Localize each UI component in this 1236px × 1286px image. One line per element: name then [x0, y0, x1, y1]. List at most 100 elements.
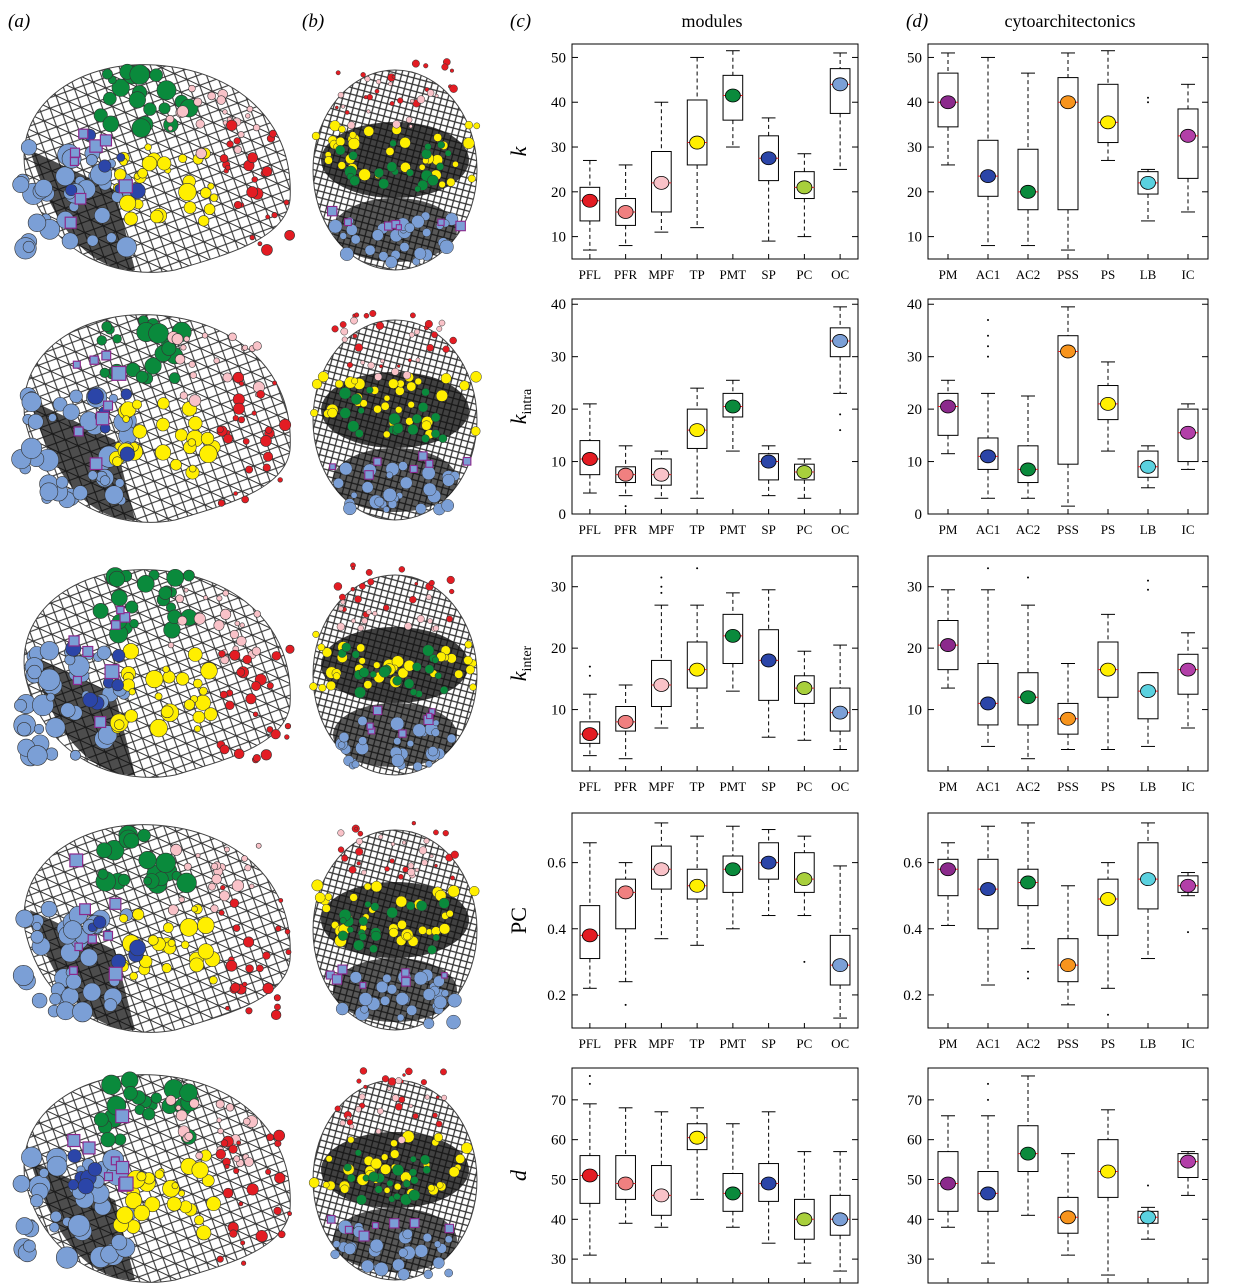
median-marker: [760, 454, 777, 469]
network-node: [272, 380, 278, 386]
hub-node: [119, 1176, 134, 1191]
network-node: [392, 675, 403, 686]
network-node: [448, 1166, 460, 1178]
network-node: [154, 1169, 165, 1180]
y-tick-label: 10: [551, 703, 566, 719]
network-posterior-row0: [311, 58, 481, 271]
y-tick-label: 20: [551, 402, 566, 418]
network-node: [332, 672, 341, 680]
network-node: [148, 323, 169, 344]
category-label: LB: [1140, 779, 1157, 794]
network-node: [413, 247, 427, 260]
category-label: PFL: [579, 779, 601, 794]
network-node: [228, 1144, 238, 1154]
network-node: [193, 612, 206, 625]
network-node: [211, 873, 222, 885]
y-tick-label: 10: [551, 230, 566, 246]
network-node: [461, 1142, 473, 1154]
outlier-point: [588, 1082, 591, 1085]
network-lateral-row4: [12, 1071, 292, 1283]
network-node: [356, 837, 363, 845]
category-label: PFL: [579, 267, 601, 282]
network-node: [251, 176, 258, 183]
median-marker: [1180, 425, 1196, 440]
network-node: [413, 971, 428, 986]
network-node: [123, 832, 140, 849]
network-node: [371, 229, 384, 242]
hub-node: [358, 1230, 370, 1242]
network-node: [337, 741, 346, 749]
network-node: [96, 842, 113, 859]
median-marker: [796, 1212, 813, 1227]
network-node: [116, 236, 137, 258]
network-node: [339, 1119, 346, 1126]
network-node: [225, 959, 238, 972]
network-node: [225, 700, 235, 710]
network-node: [383, 430, 391, 439]
network-node: [441, 989, 450, 998]
network-node: [213, 619, 225, 631]
network-node: [358, 992, 373, 1006]
network-node: [350, 491, 358, 499]
median-marker: [653, 678, 670, 692]
network-node: [349, 971, 362, 984]
network-node: [335, 145, 346, 156]
network-node: [349, 175, 360, 187]
network-node: [363, 125, 375, 137]
network-node: [167, 939, 176, 947]
network-node: [374, 88, 380, 94]
network-node: [96, 645, 112, 660]
network-node: [136, 574, 155, 593]
median-marker: [832, 1212, 849, 1227]
network-node: [174, 354, 186, 365]
network-node: [337, 930, 349, 941]
network-node: [351, 618, 356, 624]
network-node: [353, 939, 365, 951]
category-label: OC: [831, 779, 849, 794]
network-node: [333, 477, 344, 489]
network-node: [433, 829, 439, 836]
network-node: [328, 219, 343, 234]
network-node: [195, 147, 207, 159]
network-node: [222, 589, 229, 597]
hub-node: [444, 1223, 455, 1234]
median-marker: [653, 862, 670, 877]
network-node: [397, 1136, 406, 1144]
network-node: [156, 417, 170, 432]
iqr-box: [1057, 77, 1079, 211]
median-marker: [1060, 1210, 1076, 1225]
network-node: [132, 399, 142, 410]
network-node: [279, 418, 292, 431]
network-node: [346, 1173, 356, 1183]
network-node: [435, 1120, 443, 1128]
median-marker: [581, 727, 598, 742]
network-node: [269, 129, 277, 138]
category-label: PS: [1101, 779, 1115, 794]
median-marker: [796, 180, 813, 195]
network-node: [213, 357, 220, 364]
category-label: OC: [831, 267, 849, 282]
hub-node: [372, 1222, 379, 1229]
network-node: [338, 593, 346, 601]
network-node: [255, 842, 262, 849]
network-node: [391, 1094, 400, 1102]
hub-node: [359, 981, 367, 989]
network-node: [438, 434, 448, 443]
category-label: PM: [939, 267, 958, 282]
network-node: [388, 927, 399, 938]
median-marker: [760, 151, 777, 166]
network-node: [441, 63, 449, 71]
network-node: [274, 1003, 281, 1011]
network-node: [287, 1211, 292, 1217]
network-node: [119, 446, 135, 462]
network-node: [324, 893, 333, 901]
network-lateral-row1: [11, 314, 292, 523]
network-node: [365, 386, 374, 394]
network-node: [363, 680, 373, 690]
network-node: [375, 321, 385, 330]
y-tick-label: 0.4: [547, 922, 566, 938]
network-node: [82, 982, 102, 1002]
network-node: [99, 475, 111, 486]
network-node: [175, 594, 184, 603]
